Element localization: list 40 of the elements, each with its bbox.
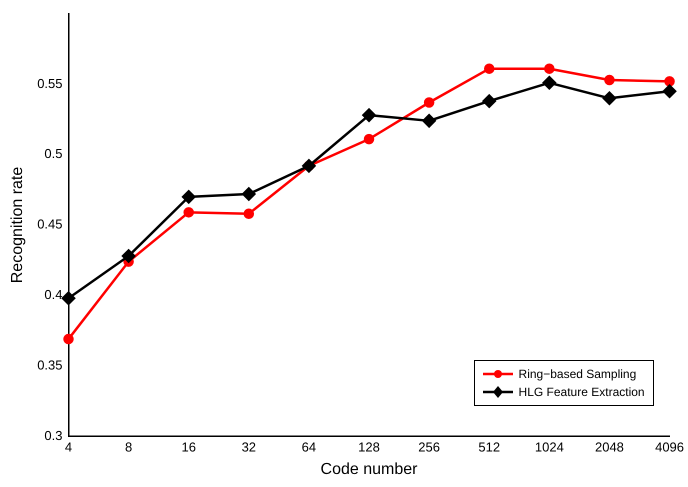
y-tick-label: 0.4 [44, 286, 62, 302]
x-tick-label: 2048 [594, 440, 624, 455]
x-axis-title: Code number [320, 460, 418, 478]
x-tick-label: 512 [478, 440, 500, 455]
point [244, 208, 254, 219]
point [664, 76, 675, 87]
point [183, 207, 194, 218]
point [544, 63, 555, 74]
y-tick-label: 0.55 [37, 76, 62, 91]
x-tick-label: 8 [124, 440, 132, 455]
point [364, 134, 374, 144]
x-tick-label: 4096 [655, 440, 684, 455]
point [542, 76, 556, 90]
point [62, 291, 76, 305]
point [422, 114, 436, 128]
y-tick-label: 0.35 [37, 357, 62, 372]
y-tick-label: 0.45 [37, 216, 62, 232]
point [604, 74, 615, 86]
x-tick-label: 128 [358, 440, 380, 455]
x-tick-label: 1024 [534, 440, 564, 455]
point [362, 108, 376, 122]
point [63, 334, 74, 344]
legend-label: HLG Feature Extraction [518, 385, 645, 400]
point [182, 190, 196, 204]
x-tick-label: 32 [242, 440, 256, 455]
x-tick-label: 64 [302, 440, 316, 455]
point [662, 84, 676, 98]
y-tick-label: 0.3 [44, 428, 62, 443]
point [122, 249, 136, 263]
x-tick-label: 16 [181, 440, 196, 455]
point [242, 187, 256, 201]
y-tick-label: 0.5 [44, 146, 62, 162]
x-tick-label: 4 [64, 440, 72, 455]
legend-label: Ring−based Sampling [518, 367, 636, 382]
x-tick-label: 256 [418, 440, 440, 455]
point [482, 94, 496, 108]
y-axis-title: Recognition rate [9, 166, 26, 284]
point [602, 92, 616, 106]
point [484, 63, 494, 74]
point [424, 97, 434, 108]
